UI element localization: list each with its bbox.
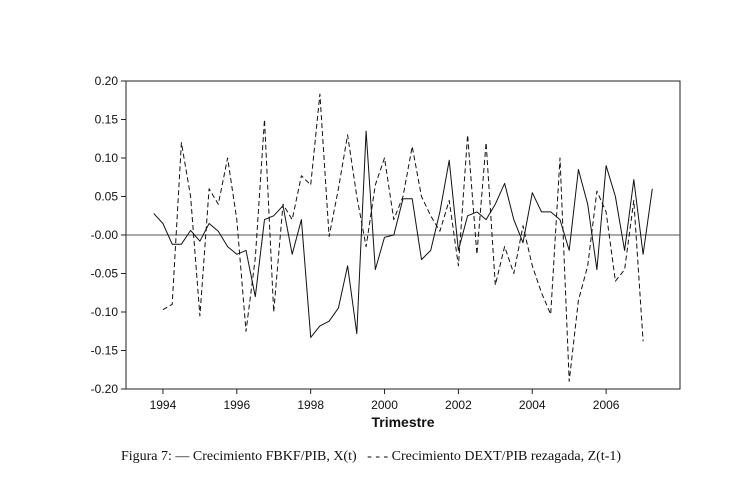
- y-tick-label: 0.10: [95, 151, 119, 165]
- x-tick-label: 2006: [593, 398, 620, 412]
- x-axis-title: Trimestre: [371, 414, 434, 430]
- series-line-dext-pib: [162, 93, 644, 382]
- caption-prefix: Figura 7:: [120, 449, 172, 464]
- y-tick-label: -0.05: [91, 267, 119, 281]
- y-tick-label: -0.10: [91, 305, 119, 319]
- legend-solid-symbol: —: [175, 449, 190, 464]
- x-tick-label: 2000: [371, 398, 398, 412]
- figure-caption: Figura 7: — Crecimiento FBKF/PIB, X(t) -…: [0, 449, 742, 465]
- y-tick-label: 0.15: [95, 113, 119, 127]
- y-tick-label: 0.20: [95, 74, 119, 88]
- legend-solid-label: Crecimiento FBKF/PIB, X(t): [192, 449, 357, 464]
- series-layer: [153, 93, 653, 382]
- y-tick-label: -0.20: [91, 382, 119, 396]
- y-tick-label: 0.05: [95, 190, 119, 204]
- x-tick-label: 2002: [445, 398, 472, 412]
- y-tick-label: -0.00: [91, 228, 119, 242]
- y-axis: 0.20 0.15 0.10 0.05 -0.00 -0.05 -0.10 -0.15 -0.2…: [91, 74, 126, 396]
- x-axis: 1994 1996 1998 2000 2002 2004 2006: [150, 389, 620, 412]
- y-tick-label: -0.15: [91, 344, 119, 358]
- legend-dashed-label: Crecimiento DEXT/PIB rezagada, Z(t-1): [391, 449, 622, 464]
- legend-dashed-symbol: - - -: [367, 449, 389, 464]
- x-tick-label: 1994: [150, 398, 177, 412]
- series-line-fbkf-pib: [153, 130, 653, 338]
- x-tick-label: 1998: [297, 398, 324, 412]
- x-tick-label: 2004: [519, 398, 546, 412]
- x-tick-label: 1996: [223, 398, 250, 412]
